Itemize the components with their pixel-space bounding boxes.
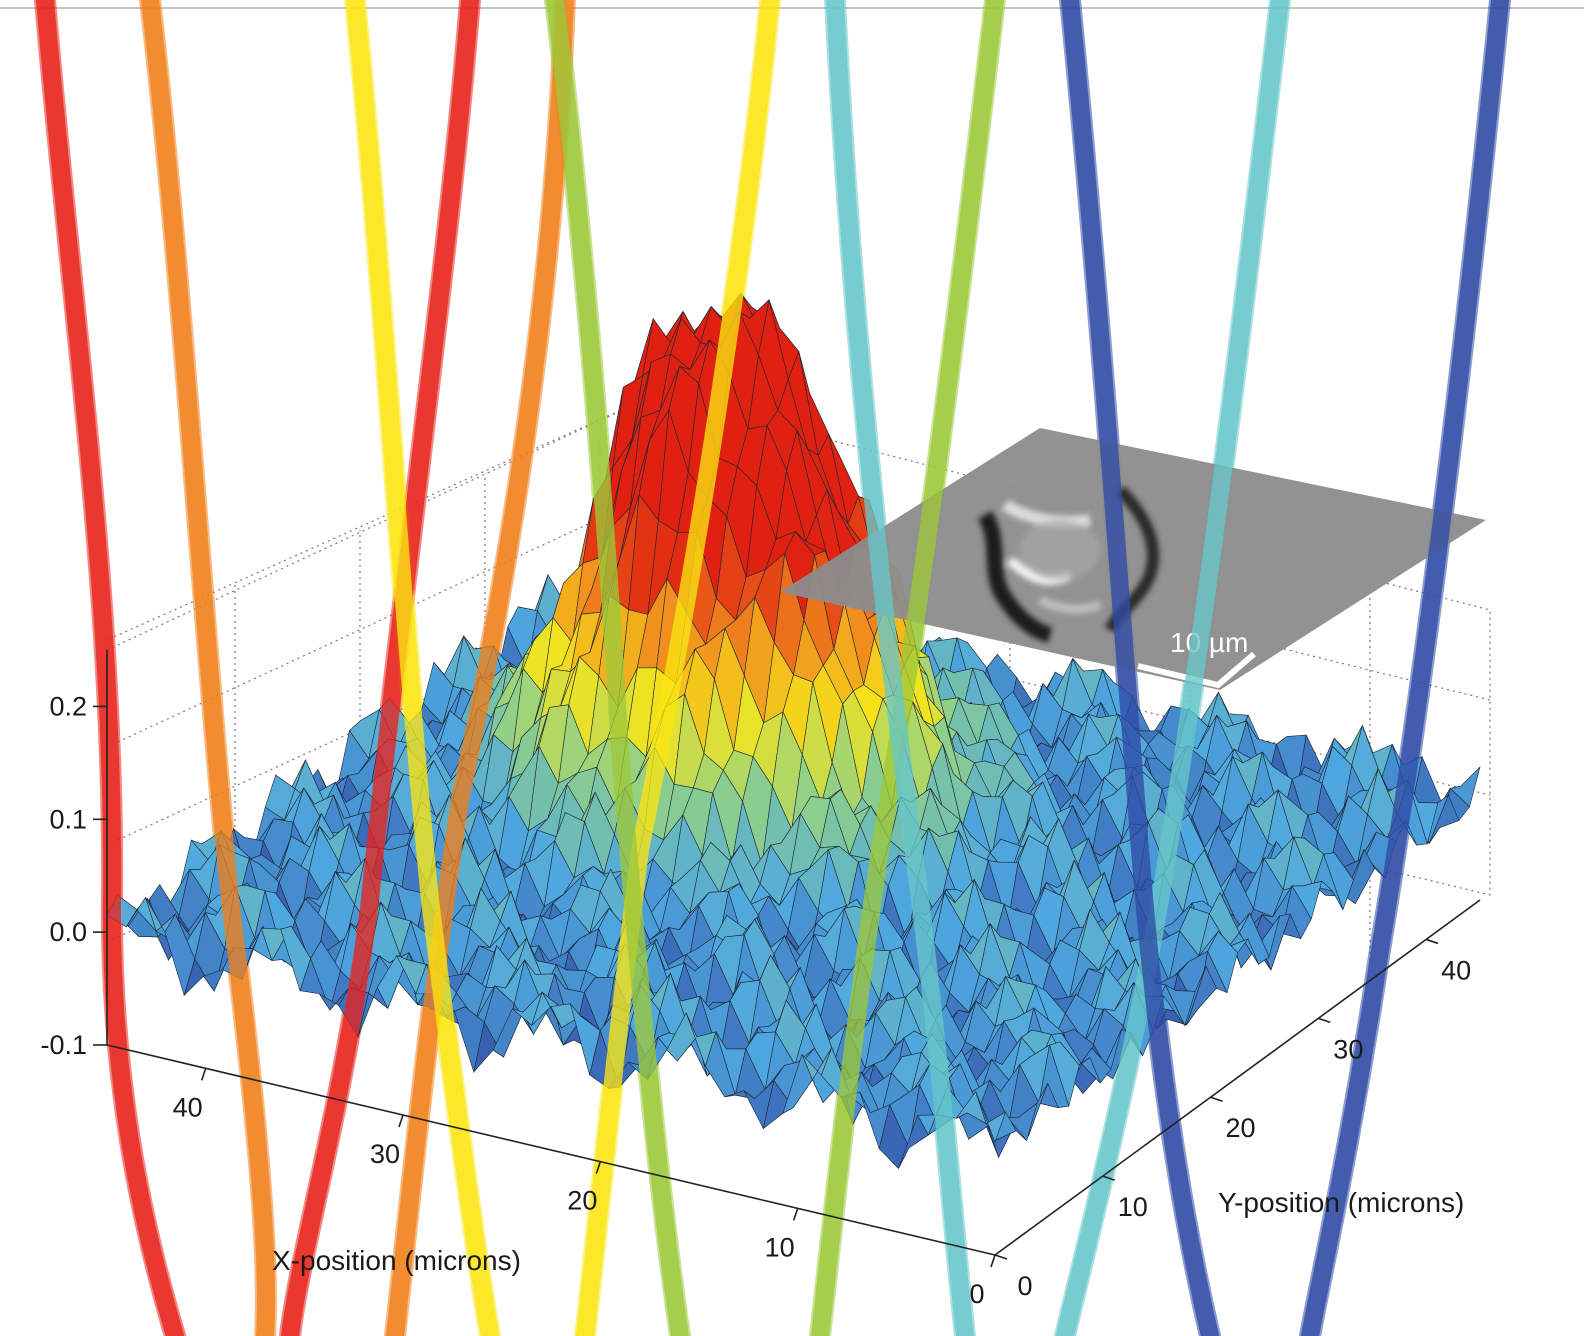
x-tick-label: 30 xyxy=(370,1139,400,1169)
x-tick-label: 0 xyxy=(969,1279,984,1309)
x-tick xyxy=(792,1208,799,1221)
y-tick xyxy=(1102,1175,1116,1181)
x-tick-label: 40 xyxy=(173,1092,203,1122)
x-axis-title: X-position (microns) xyxy=(272,1245,521,1276)
trajectory-2-front-2 xyxy=(386,0,574,1336)
trajectory-5-front-2 xyxy=(1056,0,1289,1336)
trajectory-2-front-1 xyxy=(141,0,275,1336)
trajectory-3-front-2 xyxy=(576,0,779,1336)
x-tick xyxy=(595,1161,602,1174)
y-tick-label: 20 xyxy=(1226,1113,1256,1143)
x-tick xyxy=(398,1114,404,1128)
z-tick-label: -0.1 xyxy=(40,1030,87,1060)
trajectory-4-front-2 xyxy=(811,0,1004,1336)
y-tick-label: 0 xyxy=(1017,1271,1032,1301)
scale-bar xyxy=(1137,651,1256,689)
y-axis-title: Y-position (microns) xyxy=(1218,1187,1464,1218)
y-tick-label: 30 xyxy=(1333,1034,1363,1064)
y-tick-label: 40 xyxy=(1441,955,1471,985)
z-tick-label: 0.0 xyxy=(49,917,87,947)
x-tick-label: 20 xyxy=(567,1186,597,1216)
surface-cell xyxy=(975,1091,1007,1143)
y-axis-line xyxy=(994,899,1481,1256)
tick-labels: 0.2 0.1 0.0 -0.1 40 30 20 10 0 0 10 20 30 40 xyxy=(40,691,1471,1309)
x-tick xyxy=(200,1068,207,1081)
trajectory-5-front-1 xyxy=(826,0,974,1336)
z-tick-label: 0.1 xyxy=(49,804,87,834)
trajectory-1-front-1 xyxy=(36,0,184,1336)
x-tick-label: 10 xyxy=(765,1232,795,1262)
y-tick-label: 10 xyxy=(1118,1192,1148,1222)
surface-mesh xyxy=(106,292,1481,1170)
y-tick xyxy=(1318,1017,1331,1024)
trajectories-front xyxy=(36,0,1509,1336)
x-tick xyxy=(990,1254,996,1268)
axes xyxy=(106,650,1481,1256)
y-tick xyxy=(1425,938,1439,945)
trajectory-3-front-1 xyxy=(346,0,499,1336)
z-tick-label: 0.2 xyxy=(49,691,87,721)
inset-image: 10 µm xyxy=(780,428,1486,690)
x-axis-line xyxy=(106,1044,996,1256)
trajectory-1-front-2 xyxy=(281,0,479,1336)
trajectory-6-front-1 xyxy=(1061,0,1219,1336)
y-tick xyxy=(994,1254,1008,1260)
y-tick xyxy=(1210,1096,1223,1102)
tick-marks xyxy=(93,705,1439,1268)
trajectory-6-front-2 xyxy=(1301,0,1509,1336)
